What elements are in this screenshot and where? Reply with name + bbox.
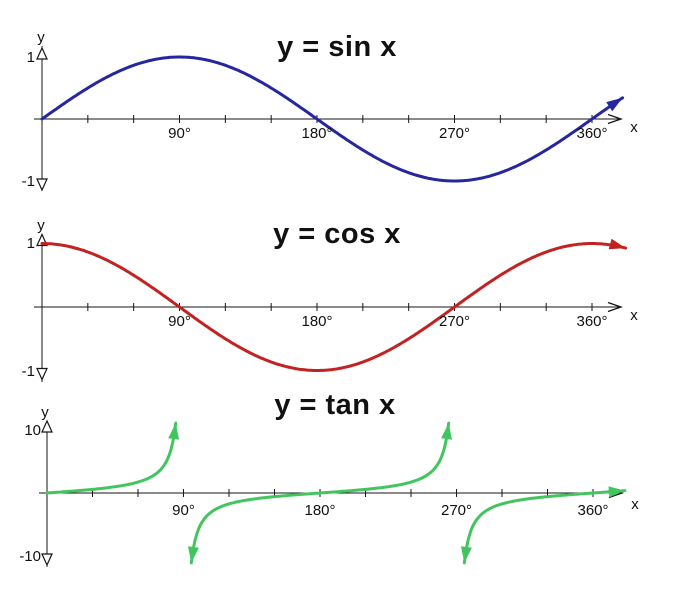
tan-y-axis-label: y: [41, 404, 49, 421]
sin-curve: [40, 55, 625, 183]
y-axis-arrow-down-icon: [36, 367, 48, 381]
cos-chart: y = cos x y x 1 -1 90° 180° 270° 360°: [22, 217, 638, 382]
cos-axes: [34, 233, 623, 382]
tan-curve-path: [189, 421, 451, 565]
tan-curve-path: [45, 421, 178, 495]
tan-curve: [45, 421, 627, 565]
sin-y-tick-label-1: 1: [27, 49, 35, 66]
curve-arrowhead-icon: [608, 238, 626, 250]
tan-x-tick-label-360: 360°: [577, 502, 608, 519]
curve-arrowhead-icon: [608, 486, 625, 498]
y-axis-arrow-up-icon: [36, 46, 48, 60]
sin-x-tick-label-180: 180°: [301, 125, 332, 142]
curve-arrowhead-icon: [188, 546, 199, 563]
tan-x-axis-label: x: [631, 496, 639, 513]
tan-curve-path: [462, 489, 627, 565]
sin-x-axis-label: x: [630, 119, 638, 136]
curve-arrowhead-icon: [168, 423, 180, 440]
sin-axes: [34, 46, 623, 192]
y-axis-arrow-down-icon: [41, 553, 53, 567]
curve-arrowhead-icon: [606, 97, 623, 112]
y-axis-arrow-up-icon: [41, 419, 53, 433]
tan-chart-title: y = tan x: [274, 389, 395, 421]
cos-y-tick-label-1: 1: [27, 235, 35, 252]
sin-y-tick-label-neg1: -1: [22, 173, 35, 190]
tan-y-tick-label-neg10: -10: [19, 548, 41, 565]
cos-y-tick-label-neg1: -1: [22, 363, 35, 380]
cos-x-axis-label: x: [630, 307, 638, 324]
sin-x-tick-label-360: 360°: [576, 125, 607, 142]
cos-curve-path: [40, 242, 628, 372]
y-axis-arrow-down-icon: [36, 178, 48, 192]
cos-x-tick-label-270: 270°: [439, 313, 470, 330]
cos-x-tick-label-90: 90°: [168, 313, 191, 330]
cos-curve: [40, 238, 628, 372]
x-axis-arrow-icon: [607, 301, 623, 313]
curve-arrowhead-icon: [461, 546, 472, 563]
tan-y-tick-label-10: 10: [24, 422, 41, 439]
sin-chart: y = sin x y x 1 -1 90° 180° 270° 360°: [22, 29, 638, 192]
tan-x-tick-label-270: 270°: [441, 502, 472, 519]
tan-axes: [39, 419, 624, 567]
tan-x-tick-label-90: 90°: [172, 502, 195, 519]
tan-x-tick-label-180: 180°: [304, 502, 335, 519]
sin-chart-title: y = sin x: [277, 31, 397, 63]
sin-x-tick-label-270: 270°: [439, 125, 470, 142]
sin-x-tick-label-90: 90°: [168, 125, 191, 142]
cos-y-axis-label: y: [37, 217, 45, 234]
tan-chart: y = tan x y x 10 -10 90° 180° 270° 360°: [19, 389, 639, 567]
curve-arrowhead-icon: [441, 423, 452, 440]
sin-curve-path: [40, 55, 625, 183]
cos-chart-title: y = cos x: [273, 218, 401, 250]
sin-y-axis-label: y: [37, 29, 45, 46]
cos-x-tick-label-180: 180°: [301, 313, 332, 330]
x-axis-arrow-icon: [607, 113, 623, 125]
cos-x-tick-label-360: 360°: [576, 313, 607, 330]
